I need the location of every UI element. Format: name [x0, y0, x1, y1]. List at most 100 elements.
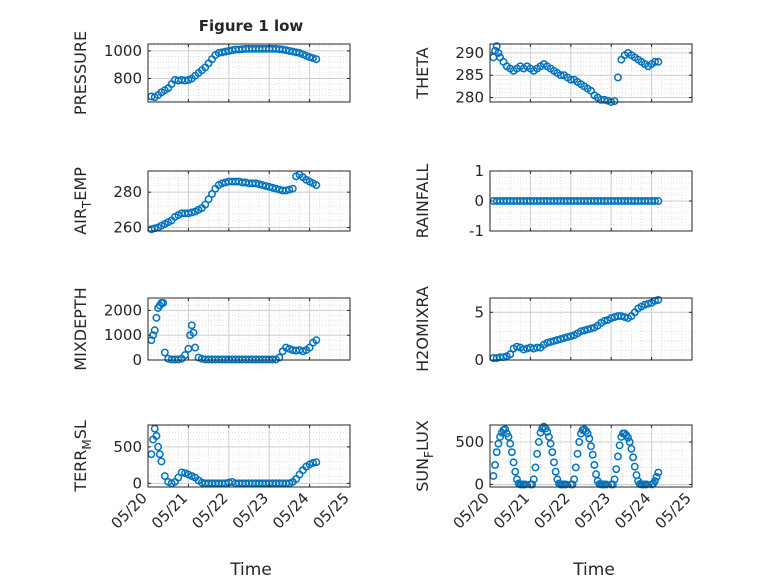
data-point: [588, 450, 597, 459]
axes-box: [489, 424, 693, 488]
subplot-4: -1 0 1 RAINFALL: [413, 162, 693, 240]
y-tick-label: 260: [113, 218, 142, 236]
data-point: [155, 450, 164, 459]
data-point: [654, 197, 663, 205]
data-point: [528, 480, 537, 489]
data-point: [275, 353, 284, 362]
data-point: [159, 299, 168, 307]
y-axis-label-main: AIR: [71, 208, 90, 235]
data-point: [529, 475, 538, 484]
data-series: [489, 197, 663, 205]
data-point: [189, 328, 198, 337]
data-point: [651, 477, 659, 485]
y-axis-label: MIXDEPTH: [71, 287, 90, 370]
data-point: [504, 432, 513, 441]
y-tick-label: 0: [474, 192, 484, 210]
data-point: [592, 470, 600, 479]
data-point: [285, 185, 294, 194]
data-point: [154, 442, 163, 451]
data-point: [204, 195, 213, 204]
data-point: [566, 75, 575, 84]
data-point: [550, 336, 558, 345]
axes-box: [147, 424, 351, 488]
data-point: [160, 348, 169, 357]
data-point: [644, 299, 653, 308]
data-point: [191, 343, 200, 352]
data-point: [181, 76, 189, 85]
data-series: [147, 170, 321, 234]
y-tick-label: 500: [113, 438, 142, 456]
data-point: [624, 433, 632, 442]
data-point: [548, 448, 557, 457]
data-point: [570, 475, 579, 484]
data-point: [563, 333, 572, 342]
data-point: [543, 427, 552, 436]
y-axis-label: AIRTEMP: [71, 167, 94, 235]
y-axis-label-rest: EMP: [71, 167, 90, 201]
axes-box: [147, 170, 351, 232]
data-point: [181, 351, 189, 359]
subplot-6: 0 5 H2OMIXRA: [413, 286, 693, 372]
y-axis-label: H2OMIXRA: [413, 286, 432, 372]
data-series: [147, 424, 321, 488]
data-point: [512, 342, 521, 351]
data-point: [651, 197, 659, 205]
y-tick-label: 0: [132, 351, 142, 369]
data-point: [613, 73, 622, 82]
data-point: [506, 439, 515, 448]
data-point: [610, 475, 619, 484]
axes-box: [489, 43, 693, 103]
y-axis-label: SUNFLUX: [413, 420, 436, 492]
y-tick-label: 0: [132, 474, 142, 492]
data-point: [590, 460, 599, 469]
data-point: [309, 458, 317, 467]
data-point: [309, 54, 317, 63]
data-point: [580, 326, 589, 335]
x-axis-label-right: Time: [572, 560, 615, 580]
y-tick-label: 1: [474, 162, 484, 180]
data-point: [546, 439, 555, 448]
data-point: [546, 337, 555, 346]
y-axis-label: THETA: [413, 47, 432, 99]
data-point: [509, 458, 518, 467]
data-series: [489, 42, 663, 106]
y-axis-label-main: SUN: [413, 458, 432, 492]
y-tick-label: 290: [455, 44, 484, 62]
data-point: [640, 300, 649, 309]
data-point: [613, 452, 622, 461]
data-point: [511, 467, 520, 476]
data-point: [292, 48, 301, 57]
data-point: [627, 444, 636, 453]
data-point: [187, 208, 196, 217]
y-axis-label-rest: LUX: [413, 420, 432, 451]
data-point: [607, 314, 616, 322]
data-point: [491, 460, 499, 469]
y-tick-label: 280: [113, 183, 142, 201]
data-point: [654, 57, 663, 66]
y-tick-label: 0: [474, 351, 484, 369]
y-tick-label: 285: [455, 66, 484, 84]
data-point: [251, 179, 260, 188]
data-point: [617, 312, 626, 321]
data-point: [271, 184, 280, 193]
data-point: [312, 55, 321, 64]
data-point: [177, 468, 186, 477]
data-point: [288, 184, 297, 193]
data-point: [583, 429, 592, 438]
data-point: [531, 463, 540, 472]
data-point: [568, 480, 577, 489]
data-point: [630, 462, 639, 471]
y-tick-label: 800: [113, 70, 142, 88]
data-point: [152, 431, 161, 440]
x-axis-label-left: Time: [229, 560, 272, 580]
y-axis-label-main: TERR: [71, 450, 90, 493]
data-point: [566, 332, 575, 341]
y-tick-label: 0: [474, 475, 484, 493]
subplot-3: 260 280 AIRTEMP: [71, 167, 351, 236]
data-point: [494, 439, 503, 448]
data-point: [576, 327, 585, 336]
data-point: [152, 313, 161, 322]
data-point: [560, 334, 569, 343]
data-point: [551, 467, 560, 476]
data-point: [587, 324, 595, 333]
